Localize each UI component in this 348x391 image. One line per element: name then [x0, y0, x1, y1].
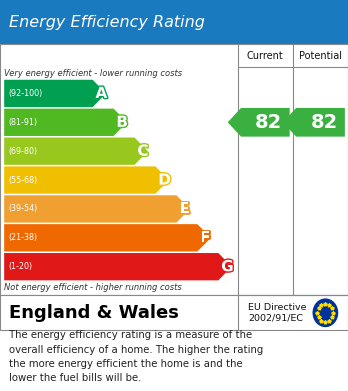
Text: 82: 82: [310, 113, 338, 132]
Polygon shape: [4, 138, 148, 165]
Text: Current: Current: [247, 50, 284, 61]
Text: F: F: [200, 230, 211, 245]
Text: (92-100): (92-100): [8, 89, 42, 98]
Text: C: C: [137, 143, 149, 159]
Text: Not energy efficient - higher running costs: Not energy efficient - higher running co…: [4, 283, 182, 292]
Text: (55-68): (55-68): [8, 176, 38, 185]
Text: 82: 82: [255, 113, 283, 132]
Polygon shape: [4, 195, 190, 222]
Text: (39-54): (39-54): [8, 204, 38, 213]
Polygon shape: [228, 108, 290, 136]
FancyBboxPatch shape: [0, 44, 348, 295]
Text: EU Directive: EU Directive: [248, 303, 307, 312]
Polygon shape: [4, 224, 211, 251]
Polygon shape: [283, 108, 345, 136]
Text: A: A: [95, 86, 107, 101]
Text: D: D: [158, 172, 171, 188]
Text: G: G: [221, 259, 234, 274]
FancyBboxPatch shape: [0, 0, 348, 44]
Polygon shape: [4, 109, 127, 136]
Text: Potential: Potential: [299, 50, 342, 61]
Polygon shape: [4, 253, 232, 280]
Text: B: B: [116, 115, 128, 130]
Circle shape: [313, 299, 338, 326]
FancyBboxPatch shape: [0, 295, 348, 330]
Text: The energy efficiency rating is a measure of the
overall efficiency of a home. T: The energy efficiency rating is a measur…: [9, 330, 263, 384]
Text: 2002/91/EC: 2002/91/EC: [248, 313, 303, 323]
Text: Very energy efficient - lower running costs: Very energy efficient - lower running co…: [4, 69, 182, 79]
Text: (1-20): (1-20): [8, 262, 32, 271]
Text: Energy Efficiency Rating: Energy Efficiency Rating: [9, 14, 205, 30]
Text: (81-91): (81-91): [8, 118, 38, 127]
Text: England & Wales: England & Wales: [9, 304, 179, 322]
Text: (69-80): (69-80): [8, 147, 38, 156]
Text: E: E: [179, 201, 190, 217]
Polygon shape: [4, 167, 169, 194]
Polygon shape: [4, 80, 106, 107]
Text: (21-38): (21-38): [8, 233, 38, 242]
